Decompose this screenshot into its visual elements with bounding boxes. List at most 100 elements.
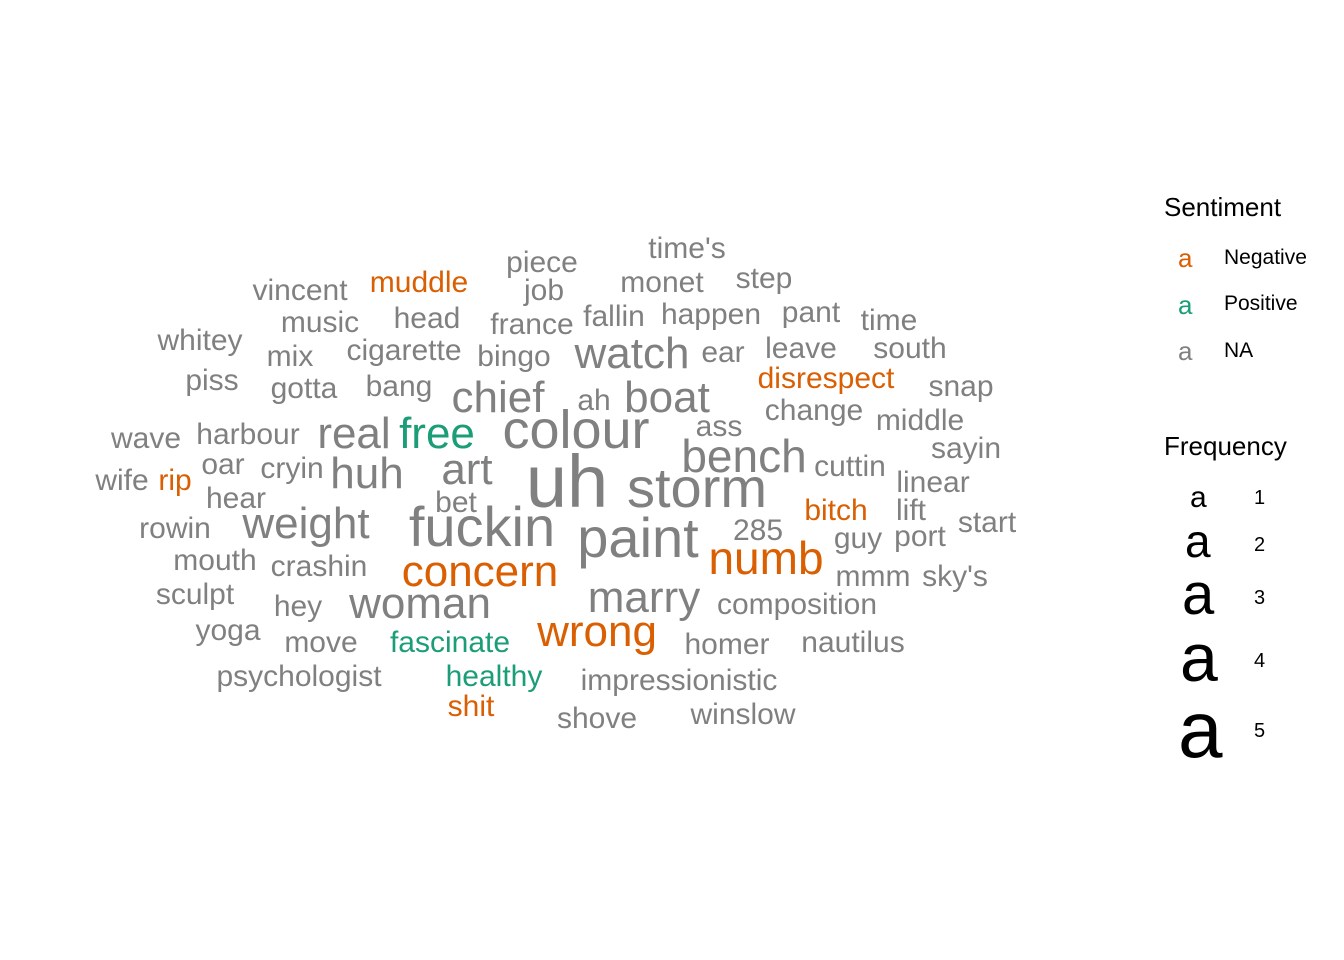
cloud-word-hear: hear [206, 482, 266, 515]
cloud-word-healthy: healthy [446, 660, 543, 693]
cloud-word-free: free [399, 409, 475, 458]
frequency-key-4: a [1180, 620, 1218, 696]
cloud-word-colour: colour [502, 400, 649, 460]
cloud-word-happen: happen [661, 298, 761, 331]
cloud-word-huh: huh [330, 449, 403, 498]
cloud-word-leave: leave [765, 332, 837, 365]
cloud-word-move: move [284, 626, 357, 659]
cloud-word-homer: homer [684, 628, 769, 661]
cloud-word-linear: linear [896, 466, 969, 499]
cloud-word-fallin: fallin [583, 300, 645, 333]
frequency-label-4: 4 [1254, 650, 1266, 672]
sentiment-label-na: NA [1224, 339, 1254, 362]
cloud-word-times: time's [648, 232, 725, 265]
cloud-word-head: head [394, 302, 461, 335]
sentiment-label-negative: Negative [1224, 246, 1307, 269]
cloud-word-bang: bang [366, 370, 433, 403]
cloud-word-fuckin: fuckin [409, 495, 555, 558]
cloud-word-middle: middle [876, 404, 964, 437]
cloud-word-art: art [441, 445, 492, 494]
cloud-word-rip: rip [158, 464, 191, 497]
cloud-word-chief: chief [452, 373, 546, 422]
cloud-word-ear: ear [701, 336, 744, 369]
cloud-word-piece: piece [506, 246, 578, 279]
cloud-word-yoga: yoga [195, 614, 260, 647]
sentiment-key-na: a [1178, 336, 1193, 366]
cloud-word-cryin: cryin [260, 452, 323, 485]
cloud-word-boat: boat [624, 373, 710, 422]
frequency-label-1: 1 [1254, 487, 1266, 509]
frequency-label-5: 5 [1254, 720, 1266, 742]
cloud-word-ah: ah [577, 384, 610, 417]
cloud-word-start: start [958, 506, 1017, 539]
cloud-word-wave: wave [110, 422, 181, 455]
cloud-word-muddle: muddle [370, 266, 468, 299]
cloud-word-woman: woman [348, 579, 491, 628]
cloud-word-mouth: mouth [173, 544, 256, 577]
cloud-word-harbour: harbour [196, 418, 299, 451]
cloud-word-sculpt: sculpt [156, 578, 235, 611]
cloud-word-mmm: mmm [836, 560, 911, 593]
cloud-word-shit: shit [448, 690, 495, 723]
cloud-word-guy: guy [834, 522, 882, 555]
cloud-word-impressionistic: impressionistic [581, 664, 778, 697]
cloud-word-bingo: bingo [477, 340, 550, 373]
cloud-word-cuttin: cuttin [814, 450, 886, 483]
cloud-word-job: job [523, 274, 564, 307]
cloud-word-bitch: bitch [804, 494, 867, 527]
cloud-word-pant: pant [782, 296, 841, 329]
cloud-word-south: south [873, 332, 946, 365]
cloud-word-watch: watch [574, 329, 690, 378]
cloud-word-shove: shove [557, 702, 637, 735]
cloud-word-bench: bench [681, 430, 806, 482]
cloud-word-storm: storm [627, 456, 767, 519]
cloud-word-mix: mix [267, 340, 314, 373]
cloud-word-concern: concern [402, 547, 559, 596]
cloud-word-skys: sky's [922, 560, 988, 593]
frequency-key-5: a [1178, 685, 1223, 774]
cloud-word-hey: hey [274, 590, 322, 623]
cloud-word-composition: composition [717, 588, 877, 621]
cloud-word-step: step [736, 262, 793, 295]
sentiment-label-positive: Positive [1224, 292, 1298, 315]
cloud-word-crashin: crashin [271, 550, 368, 583]
frequency-key-3: a [1182, 562, 1215, 627]
cloud-word-vincent: vincent [252, 274, 348, 307]
frequency-legend-title: Frequency [1164, 431, 1287, 461]
cloud-word-numb: numb [708, 532, 823, 584]
cloud-word-paint: paint [577, 506, 699, 569]
sentiment-key-negative: a [1178, 243, 1193, 273]
cloud-word-lift: lift [896, 494, 927, 527]
cloud-word-port: port [894, 520, 946, 553]
cloud-word-monet: monet [620, 266, 704, 299]
cloud-word-whitey: whitey [156, 324, 242, 357]
cloud-word-france: france [490, 308, 573, 341]
cloud-word-snap: snap [928, 370, 993, 403]
cloud-word-psychologist: psychologist [216, 660, 382, 693]
cloud-word-sayin: sayin [931, 432, 1001, 465]
cloud-word-piss: piss [185, 364, 238, 397]
cloud-word-weight: weight [241, 499, 369, 548]
cloud-word-music: music [281, 306, 359, 339]
cloud-word-time: time [861, 304, 918, 337]
cloud-word-marry: marry [588, 573, 700, 622]
frequency-key-1: a [1190, 481, 1207, 514]
frequency-label-2: 2 [1254, 534, 1266, 556]
cloud-word-rowin: rowin [139, 512, 211, 545]
cloud-word-winslow: winslow [689, 698, 795, 731]
cloud-word-change: change [765, 394, 863, 427]
cloud-word-ass: ass [696, 410, 743, 443]
cloud-word-wrong: wrong [536, 607, 657, 656]
frequency-key-2: a [1185, 515, 1211, 567]
cloud-word-disrespect: disrespect [758, 362, 895, 395]
sentiment-key-positive: a [1178, 290, 1193, 320]
cloud-word-wife: wife [94, 464, 148, 497]
cloud-word-bet: bet [435, 486, 477, 519]
cloud-word-real: real [317, 409, 390, 458]
cloud-word-uh: uh [526, 440, 608, 523]
cloud-word-nautilus: nautilus [801, 626, 904, 659]
cloud-word-fascinate: fascinate [390, 626, 510, 659]
sentiment-legend-title: Sentiment [1164, 192, 1282, 222]
cloud-word-cigarette: cigarette [346, 334, 461, 367]
